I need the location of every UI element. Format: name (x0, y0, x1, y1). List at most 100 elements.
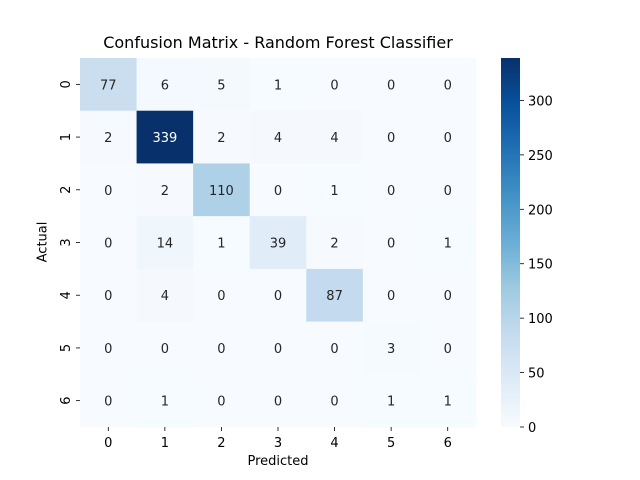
y-tick-label: 2 (59, 186, 74, 194)
y-tick-label: 5 (59, 344, 74, 352)
colorbar-tick-label: 300 (528, 94, 553, 109)
cell-value-label: 0 (274, 184, 282, 199)
heatmap-cell (419, 374, 477, 428)
heatmap-cell (193, 58, 251, 112)
heatmap-cell (362, 321, 420, 375)
cell-value-label: 1 (444, 395, 452, 410)
heatmap-cell (193, 268, 251, 323)
heatmap-cell (306, 58, 364, 112)
x-tick-label: 5 (387, 436, 395, 451)
x-tick-label: 6 (444, 436, 452, 451)
cell-value-label: 77 (100, 78, 117, 93)
y-tick-label: 3 (59, 238, 74, 246)
cell-value-label: 0 (274, 342, 282, 357)
heatmap-cell (362, 216, 420, 270)
heatmap-cell (136, 321, 194, 375)
cell-value-label: 2 (330, 237, 338, 252)
x-axis-label: Predicted (247, 454, 309, 469)
heatmap-cell (80, 163, 138, 217)
cell-value-label: 0 (444, 78, 452, 93)
heatmap-cell (136, 268, 194, 323)
heatmap-cell (193, 110, 251, 164)
cell-value-label: 1 (217, 237, 225, 252)
cell-value-label: 0 (387, 289, 395, 304)
heatmap-cell (136, 58, 194, 112)
heatmap-cell (362, 58, 420, 112)
cell-value-label: 0 (330, 395, 338, 410)
cell-value-label: 0 (444, 184, 452, 199)
heatmap-cell (249, 268, 307, 323)
heatmap-cell (306, 216, 364, 270)
colorbar-tick-label: 0 (528, 421, 536, 436)
heatmap-cell (249, 58, 307, 112)
cell-value-label: 0 (387, 237, 395, 252)
colorbar (501, 58, 520, 427)
colorbar-tick-label: 100 (528, 312, 553, 327)
cell-value-label: 4 (330, 131, 338, 146)
heatmap-cell (136, 216, 194, 270)
heatmap-cell (419, 110, 477, 164)
cell-value-label: 1 (161, 395, 169, 410)
cell-value-label: 0 (387, 184, 395, 199)
heatmap-cell (136, 163, 194, 217)
cell-value-label: 4 (274, 131, 282, 146)
heatmap-cell (249, 321, 307, 375)
x-tick-label: 3 (274, 436, 282, 451)
heatmap-cell (136, 374, 194, 428)
heatmap-cell (193, 216, 251, 270)
y-tick-label: 6 (59, 397, 74, 405)
cell-value-label: 0 (161, 342, 169, 357)
heatmap-cell (249, 163, 307, 217)
cell-value-label: 1 (387, 395, 395, 410)
heatmap-cell (419, 268, 477, 323)
cell-value-label: 0 (217, 342, 225, 357)
cell-value-label: 0 (104, 395, 112, 410)
cell-value-label: 5 (217, 78, 225, 93)
cell-value-label: 1 (330, 184, 338, 199)
heatmap-cell (249, 110, 307, 164)
heatmap-cell (193, 163, 251, 217)
heatmap-cell (249, 374, 307, 428)
cell-value-label: 0 (104, 184, 112, 199)
heatmap-cell (419, 321, 477, 375)
cell-value-label: 0 (104, 342, 112, 357)
heatmap-cell (306, 374, 364, 428)
cell-value-label: 6 (161, 78, 169, 93)
heatmap-cell (80, 268, 138, 323)
heatmap-cell (249, 216, 307, 270)
heatmap-cell (193, 321, 251, 375)
cell-value-label: 0 (387, 131, 395, 146)
colorbar-tick-label: 50 (528, 367, 545, 382)
cell-value-label: 0 (387, 78, 395, 93)
heatmap-cell (306, 163, 364, 217)
cell-value-label: 0 (444, 131, 452, 146)
colorbar-tick-label: 150 (528, 258, 553, 273)
cell-value-label: 3 (387, 342, 395, 357)
colorbar-tick-label: 200 (528, 203, 553, 218)
cell-value-label: 0 (217, 395, 225, 410)
heatmap-cell (80, 110, 138, 164)
cell-value-label: 2 (217, 131, 225, 146)
cell-value-label: 339 (152, 131, 177, 146)
y-tick-label: 0 (59, 80, 74, 88)
cell-value-label: 0 (104, 289, 112, 304)
chart-title: Confusion Matrix - Random Forest Classif… (103, 33, 453, 52)
y-tick-label: 1 (59, 133, 74, 141)
y-tick-label: 4 (59, 291, 74, 299)
heatmap-cell (419, 58, 477, 112)
heatmap-cell (80, 58, 138, 112)
cell-value-label: 0 (444, 289, 452, 304)
cell-value-label: 2 (161, 184, 169, 199)
heatmap-cell (306, 110, 364, 164)
cell-value-label: 14 (157, 237, 174, 252)
heatmap-cell (80, 216, 138, 270)
colorbar-tick-label: 250 (528, 149, 553, 164)
heatmap-cell (306, 321, 364, 375)
heatmap-cell (419, 216, 477, 270)
cell-value-label: 2 (104, 131, 112, 146)
heatmap-cell (80, 374, 138, 428)
cell-value-label: 0 (104, 237, 112, 252)
x-tick-label: 4 (330, 436, 338, 451)
heatmap-cell (193, 374, 251, 428)
